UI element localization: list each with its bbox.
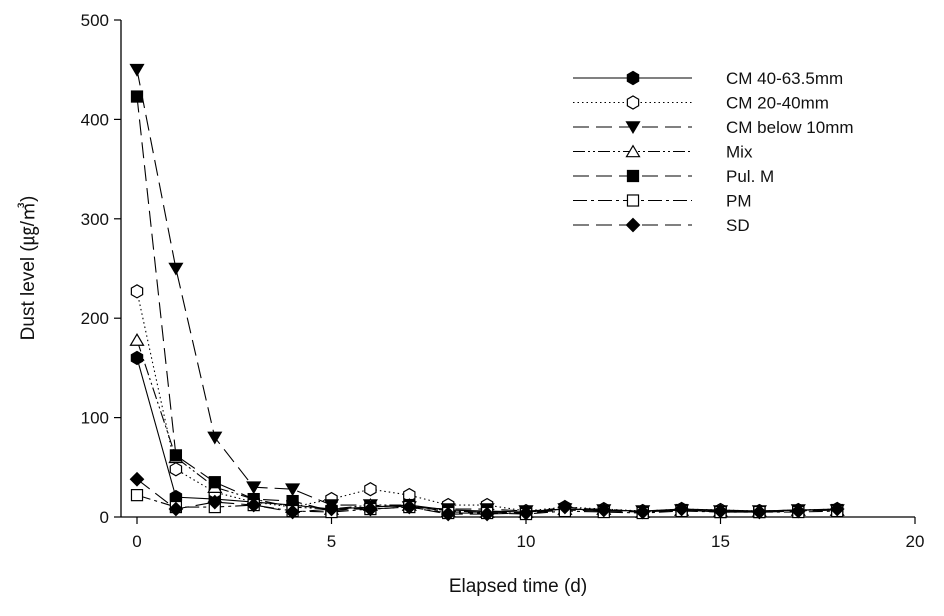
data-point: [168, 262, 184, 276]
legend-marker: [626, 70, 640, 86]
data-point: [401, 499, 417, 515]
data-point: [129, 63, 145, 77]
legend-marker: [626, 194, 640, 207]
legend-item: Pul. M: [573, 167, 774, 186]
data-point: [790, 503, 806, 519]
data-point: [829, 501, 845, 517]
legend-marker: [626, 95, 640, 110]
legend-marker: [625, 144, 641, 158]
data-point: [363, 501, 378, 517]
legend-item: Mix: [573, 143, 753, 162]
data-point: [130, 489, 144, 502]
data-point: [130, 90, 144, 103]
legend-item: CM below 10mm: [573, 118, 854, 137]
data-point: [169, 449, 183, 462]
legend-item: CM 20-40mm: [573, 94, 829, 113]
data-point: [207, 431, 223, 445]
data-point: [285, 483, 301, 497]
data-point: [246, 497, 262, 513]
data-point: [130, 350, 144, 366]
data-point: [129, 471, 145, 487]
legend-label: PM: [726, 192, 752, 211]
legend-label: Pul. M: [726, 167, 774, 186]
x-tick-label: 20: [906, 532, 925, 551]
x-tick-label: 10: [517, 532, 536, 551]
series-line-1: [136, 291, 838, 512]
legend-label: CM 40-63.5mm: [726, 69, 843, 88]
y-tick-label: 400: [81, 110, 109, 129]
data-point: [324, 501, 339, 517]
y-tick-label: 0: [100, 508, 109, 527]
y-tick-label: 200: [81, 309, 109, 328]
legend-label: CM below 10mm: [726, 118, 854, 137]
data-point: [752, 504, 767, 520]
data-point: [440, 506, 456, 522]
data-point: [130, 284, 144, 299]
data-point: [596, 502, 612, 518]
x-axis-title: Elapsed time (d): [449, 576, 587, 597]
y-tick-label: 100: [81, 409, 109, 428]
x-tick-label: 5: [327, 532, 336, 551]
data-point: [129, 333, 145, 346]
data-point: [285, 504, 300, 520]
y-tick-label: 300: [81, 210, 109, 229]
legend-label: SD: [726, 216, 750, 235]
series-markers: [129, 63, 845, 522]
x-tick-label: 15: [711, 532, 730, 551]
data-point: [635, 504, 651, 520]
data-point: [169, 462, 183, 477]
series-line-3: [136, 339, 838, 513]
series-line-0: [136, 357, 838, 513]
data-point: [557, 499, 573, 515]
data-point: [364, 481, 377, 497]
legend-marker: [625, 121, 641, 135]
legend-label: Mix: [726, 143, 753, 162]
legend-item: SD: [573, 216, 750, 235]
legend-marker: [625, 217, 641, 233]
legend-item: PM: [573, 192, 752, 211]
x-tick-label: 0: [132, 532, 141, 551]
legend-item: CM 40-63.5mm: [573, 69, 843, 88]
data-point: [208, 476, 221, 489]
data-point: [479, 506, 495, 522]
data-point: [518, 505, 534, 521]
legend-label: CM 20-40mm: [726, 94, 829, 113]
axes: [120, 20, 915, 518]
y-tick-label: 500: [81, 11, 109, 30]
data-point: [674, 501, 689, 517]
legend: CM 40-63.5mm CM 20-40mm CM below 10mm Mix Pu…: [573, 69, 854, 235]
legend-marker: [626, 169, 640, 183]
y-axis-title: Dust level (㎍/㎥): [17, 196, 39, 341]
data-point: [713, 503, 728, 519]
data-point: [246, 481, 262, 495]
data-point: [207, 494, 223, 510]
data-point: [168, 501, 184, 517]
